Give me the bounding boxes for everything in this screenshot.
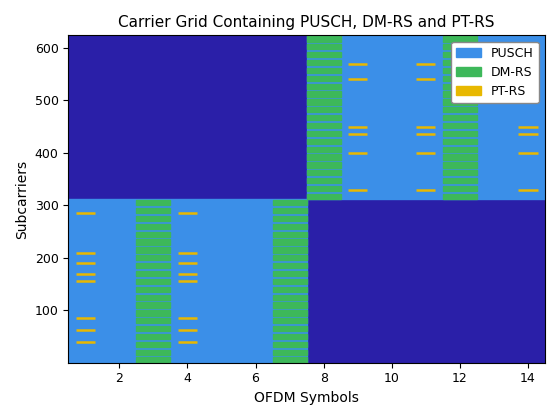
Bar <box>137 334 170 339</box>
Bar <box>443 68 477 73</box>
Bar <box>273 357 307 363</box>
Bar <box>137 349 170 355</box>
Bar <box>137 239 170 245</box>
Bar <box>307 92 340 97</box>
Bar <box>68 199 307 363</box>
Bar <box>307 147 340 152</box>
Bar <box>273 263 307 268</box>
Bar <box>443 162 477 168</box>
Bar <box>307 139 340 144</box>
Bar <box>307 186 340 191</box>
Bar <box>273 326 307 331</box>
Bar <box>137 279 170 284</box>
Bar <box>443 107 477 113</box>
Bar <box>443 178 477 183</box>
Bar <box>443 52 477 58</box>
Bar <box>307 60 340 65</box>
Bar <box>443 170 477 176</box>
Bar <box>273 231 307 237</box>
Bar <box>307 115 340 120</box>
Bar <box>443 60 477 65</box>
Bar <box>443 37 477 42</box>
Bar <box>273 208 307 213</box>
Bar <box>137 263 170 268</box>
Bar <box>137 200 170 205</box>
Bar <box>443 147 477 152</box>
Bar <box>307 100 340 105</box>
Bar <box>307 162 340 168</box>
Bar <box>307 155 340 160</box>
Bar <box>307 84 340 89</box>
Bar <box>137 208 170 213</box>
Bar <box>443 186 477 191</box>
Bar <box>137 318 170 323</box>
Bar <box>443 131 477 136</box>
Bar <box>307 76 340 81</box>
Bar <box>273 279 307 284</box>
Bar <box>137 271 170 276</box>
Bar <box>137 326 170 331</box>
Bar <box>273 294 307 300</box>
Bar <box>137 247 170 252</box>
Bar <box>307 123 340 128</box>
Bar <box>307 178 340 183</box>
Bar <box>443 139 477 144</box>
Bar <box>137 342 170 347</box>
Bar <box>273 342 307 347</box>
Bar <box>273 216 307 221</box>
X-axis label: OFDM Symbols: OFDM Symbols <box>254 391 359 405</box>
Bar <box>137 294 170 300</box>
Bar <box>273 239 307 245</box>
Bar <box>273 200 307 205</box>
Bar <box>443 44 477 50</box>
Bar <box>137 310 170 315</box>
Bar <box>273 318 307 323</box>
Bar <box>137 302 170 307</box>
Bar <box>307 131 340 136</box>
Bar <box>273 224 307 229</box>
Bar <box>273 247 307 252</box>
Bar <box>137 255 170 260</box>
Bar <box>443 194 477 199</box>
Bar <box>307 35 545 199</box>
Bar <box>307 37 340 42</box>
Bar <box>307 170 340 176</box>
Bar <box>443 155 477 160</box>
Title: Carrier Grid Containing PUSCH, DM-RS and PT-RS: Carrier Grid Containing PUSCH, DM-RS and… <box>118 15 495 30</box>
Bar <box>443 92 477 97</box>
Bar <box>443 100 477 105</box>
Bar <box>307 194 340 199</box>
Bar <box>273 302 307 307</box>
Bar <box>307 68 340 73</box>
Bar <box>137 216 170 221</box>
Bar <box>307 52 340 58</box>
Bar <box>273 255 307 260</box>
Bar <box>443 84 477 89</box>
Bar <box>307 107 340 113</box>
Bar <box>443 76 477 81</box>
Bar <box>137 357 170 363</box>
Bar <box>443 123 477 128</box>
Y-axis label: Subcarriers: Subcarriers <box>15 160 29 239</box>
Bar <box>273 286 307 292</box>
Bar <box>307 44 340 50</box>
Bar <box>443 115 477 120</box>
Bar <box>137 231 170 237</box>
Bar <box>273 271 307 276</box>
Bar <box>273 334 307 339</box>
Legend: PUSCH, DM-RS, PT-RS: PUSCH, DM-RS, PT-RS <box>451 42 539 103</box>
Bar <box>273 349 307 355</box>
Bar <box>137 286 170 292</box>
Bar <box>137 224 170 229</box>
Bar <box>273 310 307 315</box>
